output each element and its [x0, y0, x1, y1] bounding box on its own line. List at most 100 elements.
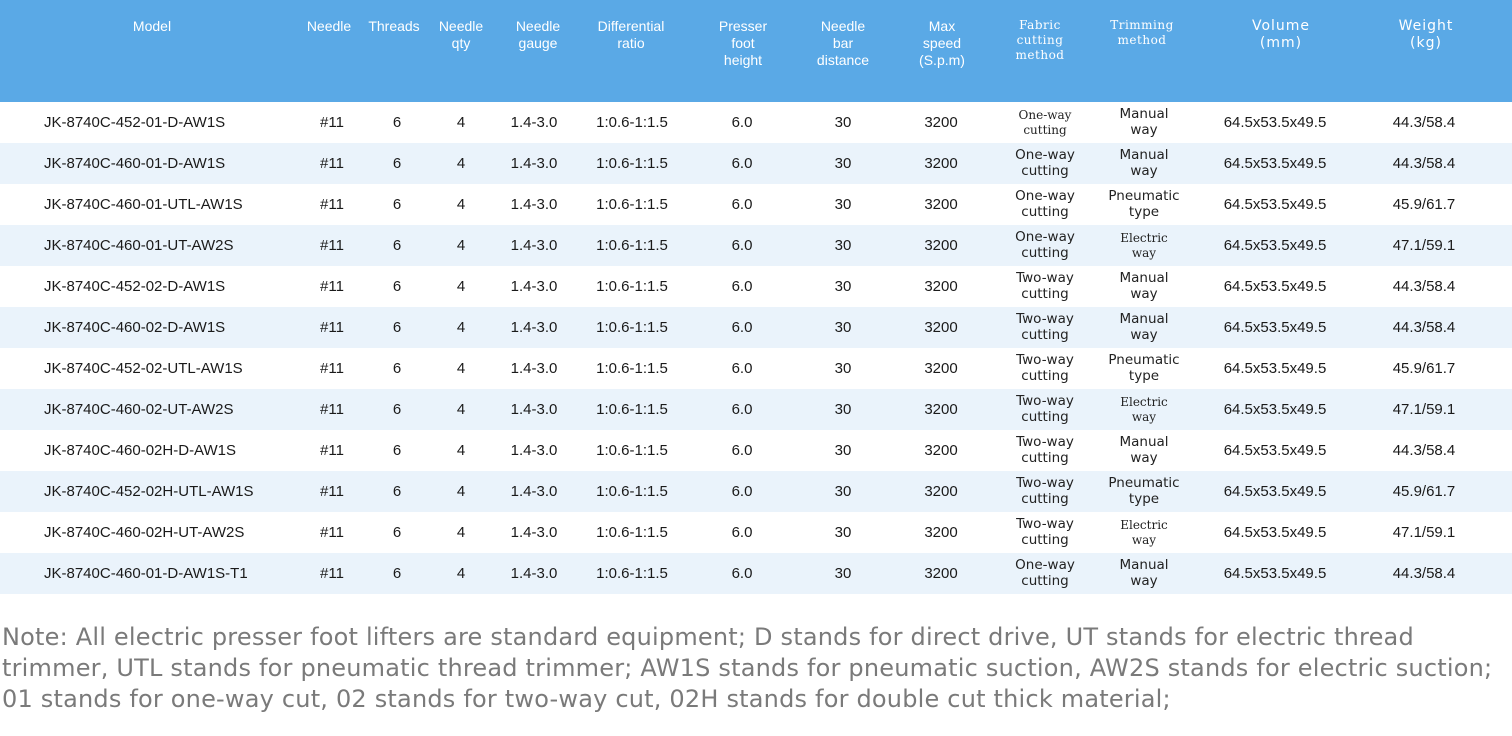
cell-model: JK-8740C-452-02-UTL-AW1S	[44, 360, 243, 377]
cell-volume: 64.5x53.5x49.5	[1223, 524, 1327, 541]
cell-threads: 6	[392, 524, 402, 541]
header-needle-gauge: Needle gauge	[515, 18, 561, 51]
cell-needle: #11	[320, 278, 344, 295]
cell-needle-bar-distance: 30	[834, 442, 852, 459]
cell-model: JK-8740C-460-01-UT-AW2S	[44, 237, 234, 254]
cell-model: JK-8740C-452-01-D-AW1S	[44, 114, 226, 131]
cell-threads: 6	[392, 565, 402, 582]
header-needle-qty: Needle qty	[438, 18, 484, 51]
cell-trimming-method: Electric way	[1120, 395, 1168, 424]
cell-trimming-method: Electric way	[1120, 518, 1168, 547]
cell-presser-foot-height: 6.0	[731, 155, 753, 172]
cell-weight: 44.3/58.4	[1392, 442, 1456, 459]
cell-differential-ratio: 1:0.6-1:1.5	[596, 319, 668, 336]
table-row: JK-8740C-460-02H-UT-AW2S #11 6 4 1.4-3.0 1:0.…	[0, 512, 1512, 553]
cell-threads: 6	[392, 114, 402, 131]
header-trimming-method: Trimming method	[1110, 18, 1174, 47]
cell-max-speed: 3200	[924, 278, 958, 295]
cell-needle-bar-distance: 30	[834, 114, 852, 131]
cell-weight: 44.3/58.4	[1392, 565, 1456, 582]
cell-threads: 6	[392, 196, 402, 213]
cell-max-speed: 3200	[924, 524, 958, 541]
cell-trimming-method: Manual way	[1119, 434, 1169, 466]
cell-model: JK-8740C-460-02-D-AW1S	[44, 319, 226, 336]
cell-fabric-cutting-method: Two-way cutting	[1016, 475, 1074, 507]
cell-needle-bar-distance: 30	[834, 155, 852, 172]
cell-needle-qty: 4	[456, 483, 466, 500]
cell-needle-gauge: 1.4-3.0	[510, 524, 558, 541]
cell-weight: 47.1/59.1	[1392, 401, 1456, 418]
cell-needle: #11	[320, 155, 344, 172]
cell-needle-bar-distance: 30	[834, 524, 852, 541]
cell-presser-foot-height: 6.0	[731, 196, 753, 213]
table-row: JK-8740C-460-01-D-AW1S #11 6 4 1.4-3.0 1:0.6-…	[0, 143, 1512, 184]
cell-threads: 6	[392, 278, 402, 295]
cell-weight: 44.3/58.4	[1392, 319, 1456, 336]
cell-presser-foot-height: 6.0	[731, 565, 753, 582]
cell-threads: 6	[392, 442, 402, 459]
cell-needle-bar-distance: 30	[834, 401, 852, 418]
cell-fabric-cutting-method: Two-way cutting	[1016, 516, 1074, 548]
cell-trimming-method: Pneumatic type	[1108, 352, 1180, 384]
header-needle: Needle	[306, 18, 352, 34]
cell-needle: #11	[320, 565, 344, 582]
cell-needle-qty: 4	[456, 565, 466, 582]
cell-needle-qty: 4	[456, 401, 466, 418]
cell-threads: 6	[392, 319, 402, 336]
cell-weight: 45.9/61.7	[1392, 483, 1456, 500]
cell-model: JK-8740C-460-01-D-AW1S	[44, 155, 226, 172]
cell-presser-foot-height: 6.0	[731, 442, 753, 459]
cell-needle-bar-distance: 30	[834, 196, 852, 213]
cell-differential-ratio: 1:0.6-1:1.5	[596, 360, 668, 377]
cell-model: JK-8740C-452-02H-UTL-AW1S	[44, 483, 254, 500]
cell-fabric-cutting-method: Two-way cutting	[1016, 352, 1074, 384]
header-needle-bar-distance: Needle bar distance	[816, 18, 870, 68]
cell-trimming-method: Manual way	[1119, 557, 1169, 589]
cell-volume: 64.5x53.5x49.5	[1223, 155, 1327, 172]
cell-differential-ratio: 1:0.6-1:1.5	[596, 401, 668, 418]
cell-weight: 45.9/61.7	[1392, 360, 1456, 377]
cell-threads: 6	[392, 483, 402, 500]
cell-max-speed: 3200	[924, 155, 958, 172]
cell-volume: 64.5x53.5x49.5	[1223, 360, 1327, 377]
cell-model: JK-8740C-460-02-UT-AW2S	[44, 401, 234, 418]
cell-presser-foot-height: 6.0	[731, 237, 753, 254]
cell-fabric-cutting-method: One-way cutting	[1018, 108, 1072, 137]
cell-needle-qty: 4	[456, 319, 466, 336]
table-row: JK-8740C-452-02-D-AW1S #11 6 4 1.4-3.0 1:0.6-…	[0, 266, 1512, 307]
cell-model: JK-8740C-460-01-UTL-AW1S	[44, 196, 243, 213]
cell-max-speed: 3200	[924, 114, 958, 131]
cell-max-speed: 3200	[924, 196, 958, 213]
table-row: JK-8740C-452-02-UTL-AW1S #11 6 4 1.4-3.0 1:0.…	[0, 348, 1512, 389]
cell-needle-qty: 4	[456, 278, 466, 295]
cell-fabric-cutting-method: One-way cutting	[1015, 229, 1075, 261]
cell-needle-bar-distance: 30	[834, 565, 852, 582]
cell-needle: #11	[320, 360, 344, 377]
cell-model: JK-8740C-452-02-D-AW1S	[44, 278, 226, 295]
cell-weight: 47.1/59.1	[1392, 237, 1456, 254]
header-max-speed: Max speed (S.p.m)	[919, 18, 965, 68]
cell-threads: 6	[392, 360, 402, 377]
cell-trimming-method: Manual way	[1119, 311, 1169, 343]
cell-fabric-cutting-method: Two-way cutting	[1016, 393, 1074, 425]
cell-needle-gauge: 1.4-3.0	[510, 155, 558, 172]
cell-presser-foot-height: 6.0	[731, 401, 753, 418]
cell-model: JK-8740C-460-01-D-AW1S-T1	[44, 565, 248, 582]
cell-needle-qty: 4	[456, 196, 466, 213]
cell-weight: 47.1/59.1	[1392, 524, 1456, 541]
cell-needle: #11	[320, 442, 344, 459]
cell-volume: 64.5x53.5x49.5	[1223, 401, 1327, 418]
cell-threads: 6	[392, 401, 402, 418]
cell-needle-qty: 4	[456, 237, 466, 254]
cell-model: JK-8740C-460-02H-UT-AW2S	[44, 524, 245, 541]
cell-trimming-method: Pneumatic type	[1108, 475, 1180, 507]
cell-trimming-method: Pneumatic type	[1108, 188, 1180, 220]
cell-max-speed: 3200	[924, 319, 958, 336]
cell-volume: 64.5x53.5x49.5	[1223, 442, 1327, 459]
cell-trimming-method: Manual way	[1119, 106, 1169, 138]
cell-needle-bar-distance: 30	[834, 278, 852, 295]
header-model: Model	[132, 18, 172, 34]
cell-trimming-method: Manual way	[1119, 270, 1169, 302]
cell-volume: 64.5x53.5x49.5	[1223, 565, 1327, 582]
cell-needle-qty: 4	[456, 442, 466, 459]
